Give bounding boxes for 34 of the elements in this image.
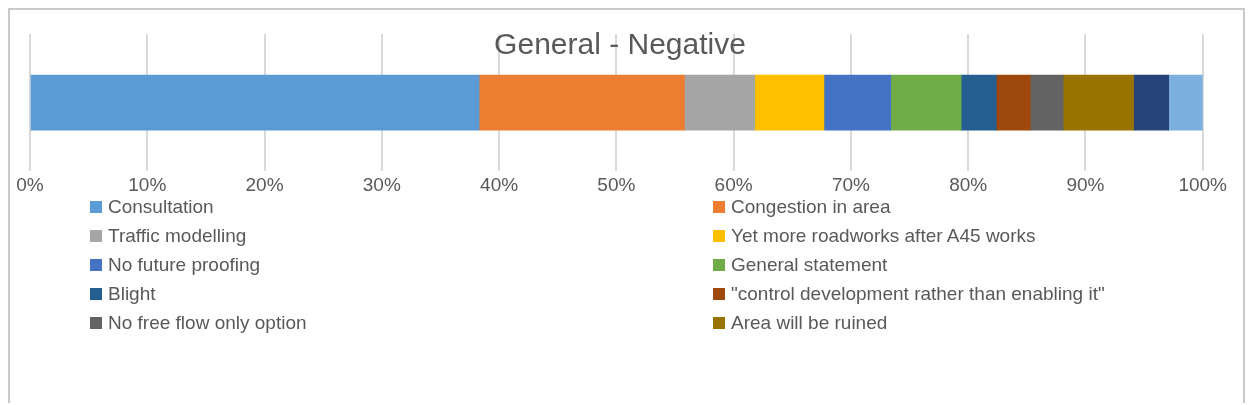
legend-label: "control development rather than enabling it"	[731, 283, 1105, 305]
x-tick-label: 20%	[245, 173, 284, 195]
bar	[478, 74, 685, 131]
legend-label: Blight	[108, 283, 156, 305]
bar	[890, 74, 962, 131]
x-tick-label: 60%	[714, 173, 753, 195]
legend-label: No future proofing	[108, 254, 261, 276]
x-tick-label: 30%	[362, 173, 401, 195]
x-tick-label: 100%	[1178, 173, 1228, 195]
bar	[684, 74, 756, 131]
legend-label: No free flow only option	[108, 312, 307, 334]
bar	[1168, 74, 1203, 131]
x-tick-label: 80%	[949, 173, 988, 195]
bar	[30, 74, 480, 131]
x-tick-label: 50%	[597, 173, 636, 195]
bar	[754, 74, 825, 131]
legend-label: Congestion in area	[731, 196, 891, 218]
legend-label: Yet more roadworks after A45 works	[731, 225, 1036, 247]
x-tick-label: 40%	[480, 173, 519, 195]
bar	[1133, 74, 1170, 131]
legend-label: Traffic modelling	[108, 225, 247, 247]
legend-label: Area will be ruined	[731, 312, 888, 334]
legend-label: Consultation	[108, 196, 214, 218]
legend-label: General statement	[731, 254, 888, 276]
chart-title: General - Negative	[494, 27, 746, 61]
x-tick-label: 70%	[831, 173, 871, 195]
bar	[960, 74, 997, 131]
x-tick-label: 90%	[1066, 173, 1105, 195]
x-tick-label: 10%	[128, 173, 167, 195]
bar	[823, 74, 892, 131]
bar	[1029, 74, 1064, 131]
x-tick-label: 0%	[16, 173, 44, 195]
bar	[995, 74, 1031, 131]
bar	[1062, 74, 1134, 131]
